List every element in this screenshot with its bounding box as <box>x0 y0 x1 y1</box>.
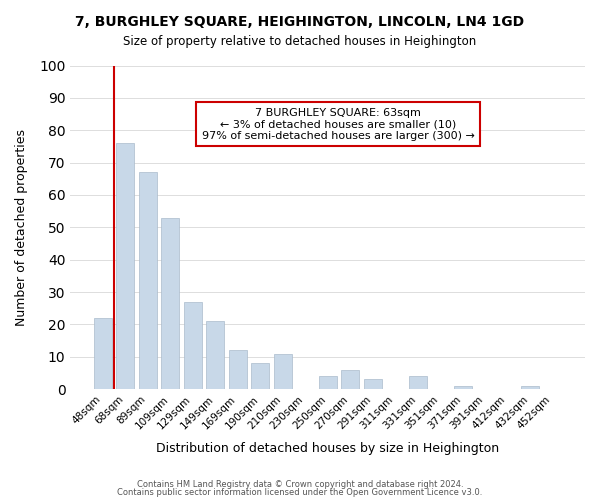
Bar <box>206 321 224 389</box>
Text: Contains public sector information licensed under the Open Government Licence v3: Contains public sector information licen… <box>118 488 482 497</box>
Bar <box>251 364 269 389</box>
Bar <box>274 354 292 389</box>
Bar <box>94 318 112 389</box>
Bar <box>341 370 359 389</box>
Bar <box>184 302 202 389</box>
Bar <box>139 172 157 389</box>
Y-axis label: Number of detached properties: Number of detached properties <box>15 129 28 326</box>
X-axis label: Distribution of detached houses by size in Heighington: Distribution of detached houses by size … <box>156 442 499 455</box>
Bar <box>319 376 337 389</box>
Text: Size of property relative to detached houses in Heighington: Size of property relative to detached ho… <box>124 35 476 48</box>
Bar <box>229 350 247 389</box>
Bar <box>161 218 179 389</box>
Bar <box>521 386 539 389</box>
Text: Contains HM Land Registry data © Crown copyright and database right 2024.: Contains HM Land Registry data © Crown c… <box>137 480 463 489</box>
Bar <box>364 380 382 389</box>
Bar <box>454 386 472 389</box>
Text: 7 BURGHLEY SQUARE: 63sqm
← 3% of detached houses are smaller (10)
97% of semi-de: 7 BURGHLEY SQUARE: 63sqm ← 3% of detache… <box>202 108 475 141</box>
Bar <box>116 143 134 389</box>
Bar <box>409 376 427 389</box>
Text: 7, BURGHLEY SQUARE, HEIGHINGTON, LINCOLN, LN4 1GD: 7, BURGHLEY SQUARE, HEIGHINGTON, LINCOLN… <box>76 15 524 29</box>
